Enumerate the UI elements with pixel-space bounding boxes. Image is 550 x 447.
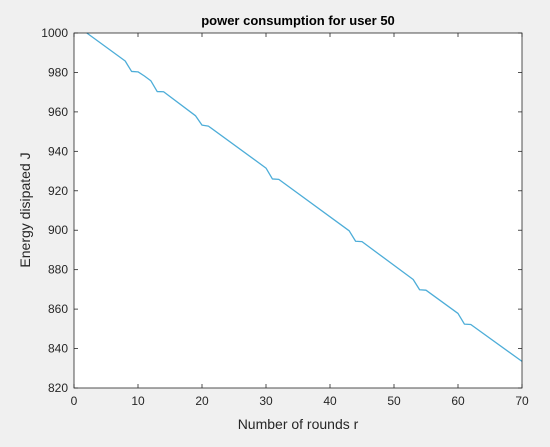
- x-axis-label: Number of rounds r: [238, 416, 359, 432]
- y-axis-label: Energy disipated J: [17, 152, 33, 267]
- x-tick-label: 30: [259, 394, 273, 408]
- y-axis-ticks: 820 840 860 880 900 920 940 960 980 1000: [41, 26, 522, 395]
- y-tick-label: 900: [48, 223, 68, 237]
- series-layer: [86, 32, 523, 362]
- x-tick-label: 20: [195, 394, 209, 408]
- plot-area: [74, 33, 522, 388]
- series-line-0: [86, 32, 523, 362]
- y-tick-label: 940: [48, 144, 68, 158]
- y-tick-label: 820: [48, 381, 68, 395]
- x-tick-label: 50: [387, 394, 401, 408]
- y-tick-label: 980: [48, 65, 68, 79]
- y-tick-label: 880: [48, 263, 68, 277]
- x-tick-label: 60: [451, 394, 465, 408]
- y-tick-label: 840: [48, 342, 68, 356]
- y-tick-label: 1000: [41, 26, 68, 40]
- x-tick-label: 70: [515, 394, 529, 408]
- x-tick-label: 0: [71, 394, 78, 408]
- x-tick-label: 10: [131, 394, 145, 408]
- x-tick-label: 40: [323, 394, 337, 408]
- chart-title: power consumption for user 50: [201, 13, 395, 28]
- y-tick-label: 860: [48, 302, 68, 316]
- plot-frame: [73, 32, 523, 389]
- y-tick-label: 960: [48, 105, 68, 119]
- x-axis-ticks: 0 10 20 30 40 50 60 70: [71, 33, 529, 408]
- y-tick-label: 920: [48, 184, 68, 198]
